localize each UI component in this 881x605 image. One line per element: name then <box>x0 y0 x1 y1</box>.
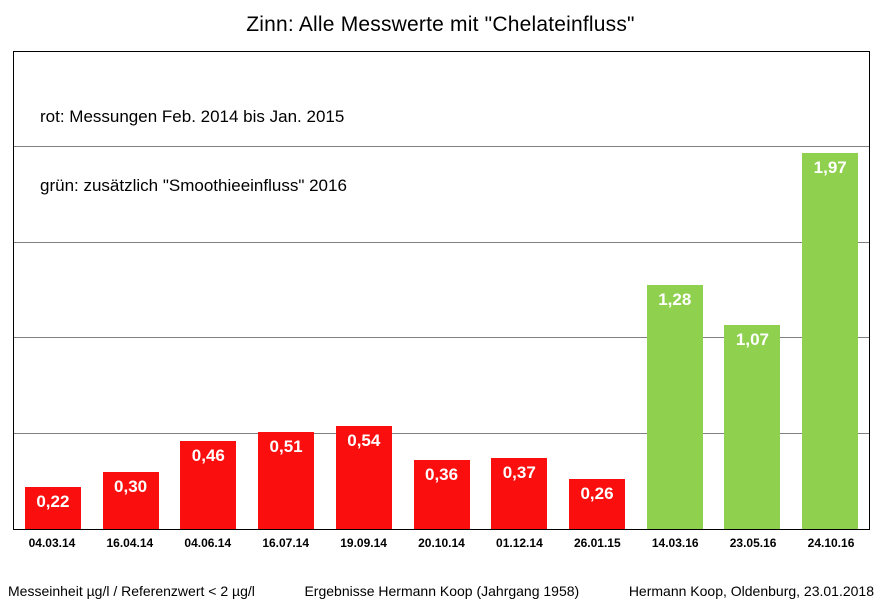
bar-19.09.14: 0,54 <box>335 426 392 529</box>
x-axis-label: 16.07.14 <box>262 536 310 550</box>
x-axis-label: 04.06.14 <box>184 536 232 550</box>
bar-series: 0,22 0,30 0,46 0,51 0,54 0,36 0,37 0,26 1,28 1,07… <box>14 52 869 529</box>
x-axis-label: 16.04.14 <box>106 536 154 550</box>
bar-slot: 1,97 <box>791 153 869 529</box>
x-axis-labels: 04.03.14 16.04.14 04.06.14 16.07.14 19.09.14… <box>13 536 870 550</box>
bar-04.06.14: 0,46 <box>180 441 237 529</box>
x-axis-label: 04.03.14 <box>28 536 76 550</box>
bar-value-label: 1,28 <box>658 290 692 309</box>
gridline <box>14 242 869 243</box>
bar-slot: 0,30 <box>92 472 170 529</box>
bar-26.01.15: 0,26 <box>569 479 625 529</box>
footer-unit-note: Messeinheit µg/l / Referenzwert < 2 µg/l <box>8 583 255 599</box>
bar-value-label: 0,26 <box>580 484 614 503</box>
bar-value-label: 0,51 <box>269 437 303 456</box>
bar-value-label: 0,46 <box>191 446 225 465</box>
bar-23.05.16: 1,07 <box>724 325 781 529</box>
bar-slot: 0,37 <box>480 458 558 529</box>
legend-line-red: rot: Messungen Feb. 2014 bis Jan. 2015 <box>40 107 345 126</box>
bar-value-label: 1,07 <box>735 330 770 349</box>
x-axis-label: 14.03.16 <box>651 536 699 550</box>
bar-24.10.16: 1,97 <box>802 153 859 529</box>
bar-04.03.14: 0,22 <box>24 487 81 529</box>
bar-value-label: 0,22 <box>36 492 70 511</box>
x-axis-label: 01.12.14 <box>496 536 543 550</box>
x-axis-label: 24.10.16 <box>807 536 855 550</box>
bar-slot: 0,51 <box>247 432 325 529</box>
bar-slot: 0,54 <box>325 426 403 529</box>
bar-01.12.14: 0,37 <box>491 458 548 529</box>
chart-title: Zinn: Alle Messwerte mit "Chelateinfluss… <box>246 13 635 36</box>
gridline <box>14 337 869 338</box>
bar-value-label: 0,36 <box>424 465 459 484</box>
bar-slot: 0,36 <box>403 460 481 529</box>
bar-value-label: 0,54 <box>347 431 381 450</box>
bar-slot: 1,07 <box>714 325 792 529</box>
bar-slot: 0,26 <box>558 479 636 529</box>
bar-14.03.16: 1,28 <box>646 285 703 529</box>
x-axis-label: 20.10.14 <box>418 536 465 550</box>
bar-slot: 0,22 <box>14 487 92 529</box>
bar-slot: 1,28 <box>636 285 714 529</box>
bar-value-label: 0,37 <box>502 463 536 482</box>
gridline <box>14 433 869 434</box>
footer-author-date: Hermann Koop, Oldenburg, 23.01.2018 <box>628 583 874 599</box>
footer: Messeinheit µg/l / Referenzwert < 2 µg/l… <box>0 583 881 599</box>
bar-16.04.14: 0,30 <box>102 472 159 529</box>
legend-line-green: grün: zusätzlich "Smoothieeinfluss" 2016 <box>40 176 347 195</box>
gridline <box>14 146 869 147</box>
bar-value-label: 1,97 <box>813 158 847 177</box>
bar-16.07.14: 0,51 <box>258 432 315 529</box>
x-axis-label: 19.09.14 <box>340 536 387 550</box>
x-axis-label: 23.05.16 <box>729 536 777 550</box>
bar-value-label: 0,30 <box>114 477 148 496</box>
legend: rot: Messungen Feb. 2014 bis Jan. 2015 g… <box>40 59 347 243</box>
footer-results-note: Ergebnisse Hermann Koop (Jahrgang 1958) <box>304 583 580 599</box>
bar-slot: 0,46 <box>169 441 247 529</box>
plot-area: rot: Messungen Feb. 2014 bis Jan. 2015 g… <box>13 51 870 530</box>
x-axis-label: 26.01.15 <box>573 536 621 550</box>
bar-20.10.14: 0,36 <box>413 460 470 529</box>
